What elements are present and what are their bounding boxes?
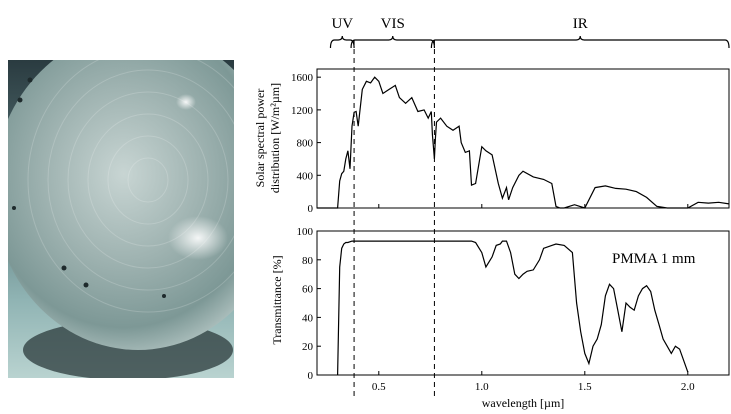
bottom-xtick-label: 1.0 [475, 381, 489, 393]
band-label: VIS [381, 16, 405, 32]
top-chart-frame [316, 68, 730, 209]
pmma-annotation: PMMA 1 mm [612, 251, 696, 267]
top-y-ticks: 0 400 800 1200 1600 [291, 72, 321, 215]
bottom-xtick-label: 0.5 [372, 381, 386, 393]
band-brace [329, 35, 355, 49]
top-ylabel-line2: distribution [W/m²µm] [268, 83, 282, 193]
transmittance-chart: 0 20 40 60 80 100 0.5 1.0 1.5 2.0 Transmittance … [270, 226, 730, 410]
bottom-ytick-label: 40 [302, 312, 314, 324]
band-label: UV [331, 16, 353, 32]
band-brace [430, 35, 730, 49]
top-ytick-label: 0 [308, 203, 314, 215]
bottom-ytick-label: 20 [302, 341, 314, 353]
top-ytick-label: 400 [297, 170, 314, 182]
bottom-ytick-label: 60 [302, 284, 314, 296]
solar-spectrum-line [317, 76, 730, 209]
bottom-xtick-label: 1.5 [578, 381, 592, 393]
top-ytick-label: 800 [297, 138, 314, 150]
bottom-ytick-label: 0 [308, 370, 314, 382]
bottom-chart-frame [316, 230, 730, 376]
top-ytick-label: 1600 [291, 72, 314, 84]
bottom-ylabel: Transmittance [%] [270, 255, 284, 344]
bottom-x-ticks: 0.5 1.0 1.5 2.0 [372, 371, 695, 393]
band-boundaries [353, 40, 435, 400]
band-label: IR [573, 16, 588, 32]
top-ylabel-line1: Solar spectral power [253, 89, 267, 188]
bottom-xlabel: wavelength [µm] [482, 396, 565, 410]
fresnel-lens-photo [0, 30, 283, 380]
top-ytick-label: 1200 [291, 105, 314, 117]
spectral-bands: UV VIS IR [329, 16, 730, 49]
transmittance-line [337, 240, 689, 376]
solar-spectrum-chart: 0 400 800 1200 1600 Solar spectral power dis… [253, 68, 730, 215]
top-x-ticks [378, 204, 689, 208]
bottom-ytick-label: 80 [302, 255, 314, 267]
band-brace [350, 35, 436, 49]
bottom-xtick-label: 2.0 [681, 381, 695, 393]
bottom-y-ticks: 0 20 40 60 80 100 [297, 226, 321, 382]
bottom-ytick-label: 100 [297, 226, 314, 238]
